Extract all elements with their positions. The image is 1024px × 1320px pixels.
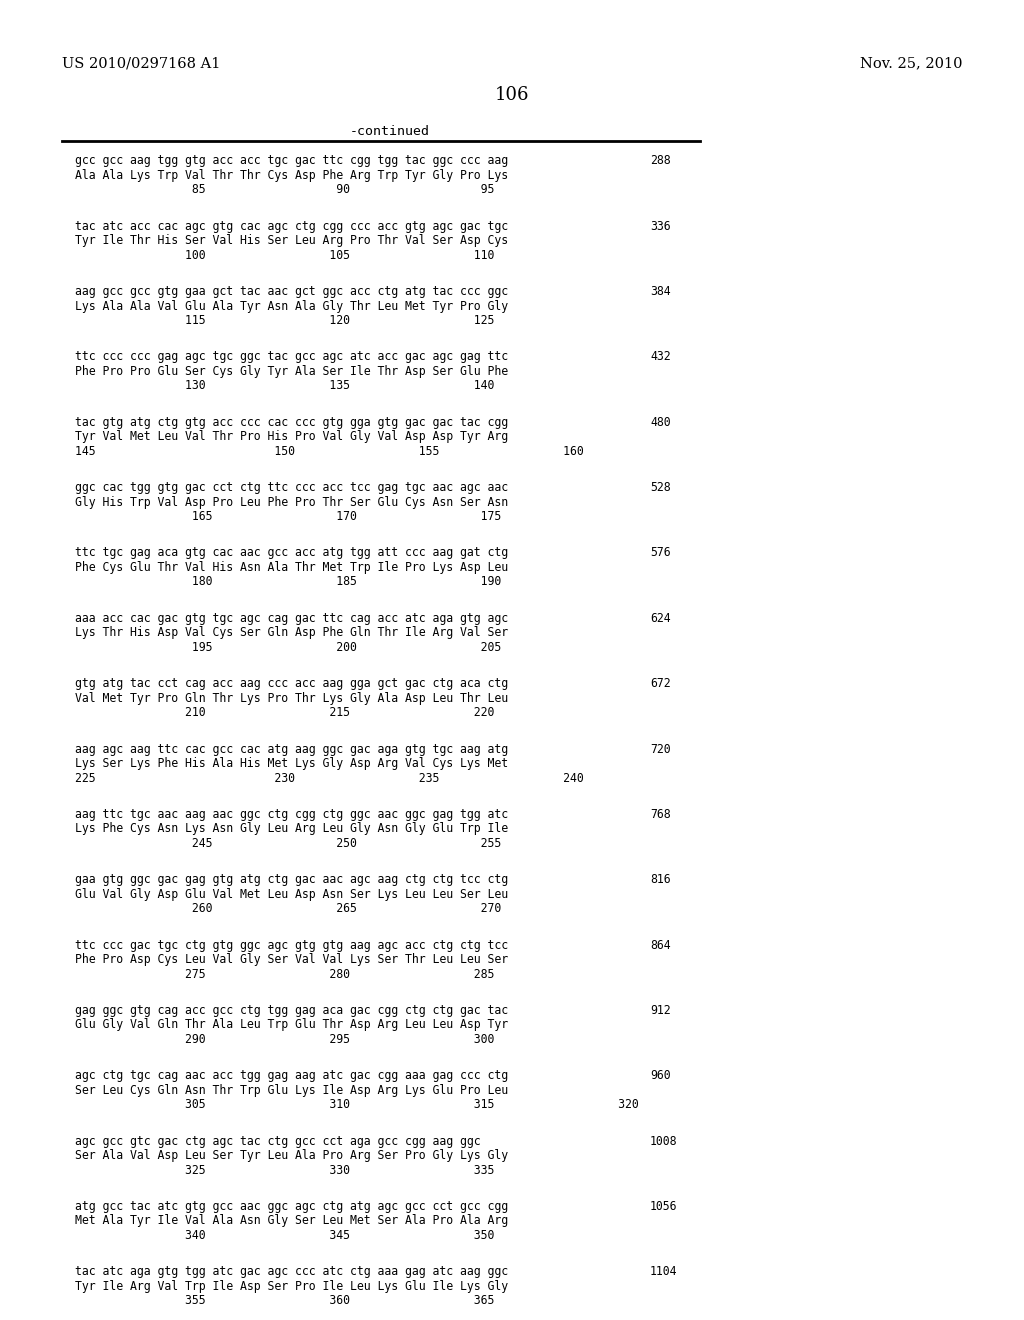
Text: 115                  120                  125: 115 120 125 bbox=[75, 314, 495, 327]
Text: Nov. 25, 2010: Nov. 25, 2010 bbox=[859, 57, 962, 71]
Text: agc ctg tgc cag aac acc tgg gag aag atc gac cgg aaa gag ccc ctg: agc ctg tgc cag aac acc tgg gag aag atc … bbox=[75, 1069, 508, 1082]
Text: Ser Leu Cys Gln Asn Thr Trp Glu Lys Ile Asp Arg Lys Glu Pro Leu: Ser Leu Cys Gln Asn Thr Trp Glu Lys Ile … bbox=[75, 1084, 508, 1097]
Text: 355                  360                  365: 355 360 365 bbox=[75, 1294, 495, 1307]
Text: 960: 960 bbox=[650, 1069, 671, 1082]
Text: aaa acc cac gac gtg tgc agc cag gac ttc cag acc atc aga gtg agc: aaa acc cac gac gtg tgc agc cag gac ttc … bbox=[75, 612, 508, 624]
Text: 1056: 1056 bbox=[650, 1200, 678, 1213]
Text: Tyr Ile Arg Val Trp Ile Asp Ser Pro Ile Leu Lys Glu Ile Lys Gly: Tyr Ile Arg Val Trp Ile Asp Ser Pro Ile … bbox=[75, 1279, 508, 1292]
Text: 130                  135                  140: 130 135 140 bbox=[75, 379, 495, 392]
Text: 195                  200                  205: 195 200 205 bbox=[75, 640, 502, 653]
Text: 912: 912 bbox=[650, 1005, 671, 1016]
Text: gtg atg tac cct cag acc aag ccc acc aag gga gct gac ctg aca ctg: gtg atg tac cct cag acc aag ccc acc aag … bbox=[75, 677, 508, 690]
Text: 672: 672 bbox=[650, 677, 671, 690]
Text: US 2010/0297168 A1: US 2010/0297168 A1 bbox=[62, 57, 220, 71]
Text: 275                  280                  285: 275 280 285 bbox=[75, 968, 495, 981]
Text: atg gcc tac atc gtg gcc aac ggc agc ctg atg agc gcc cct gcc cgg: atg gcc tac atc gtg gcc aac ggc agc ctg … bbox=[75, 1200, 508, 1213]
Text: agc gcc gtc gac ctg agc tac ctg gcc cct aga gcc cgg aag ggc: agc gcc gtc gac ctg agc tac ctg gcc cct … bbox=[75, 1135, 480, 1147]
Text: 100                  105                  110: 100 105 110 bbox=[75, 248, 495, 261]
Text: Ser Ala Val Asp Leu Ser Tyr Leu Ala Pro Arg Ser Pro Gly Lys Gly: Ser Ala Val Asp Leu Ser Tyr Leu Ala Pro … bbox=[75, 1148, 508, 1162]
Text: Lys Phe Cys Asn Lys Asn Gly Leu Arg Leu Gly Asn Gly Glu Trp Ile: Lys Phe Cys Asn Lys Asn Gly Leu Arg Leu … bbox=[75, 822, 508, 836]
Text: aag ttc tgc aac aag aac ggc ctg cgg ctg ggc aac ggc gag tgg atc: aag ttc tgc aac aag aac ggc ctg cgg ctg … bbox=[75, 808, 508, 821]
Text: Lys Thr His Asp Val Cys Ser Gln Asp Phe Gln Thr Ile Arg Val Ser: Lys Thr His Asp Val Cys Ser Gln Asp Phe … bbox=[75, 626, 508, 639]
Text: Lys Ser Lys Phe His Ala His Met Lys Gly Asp Arg Val Cys Lys Met: Lys Ser Lys Phe His Ala His Met Lys Gly … bbox=[75, 756, 508, 770]
Text: 1104: 1104 bbox=[650, 1265, 678, 1278]
Text: Phe Pro Asp Cys Leu Val Gly Ser Val Val Lys Ser Thr Leu Leu Ser: Phe Pro Asp Cys Leu Val Gly Ser Val Val … bbox=[75, 953, 508, 966]
Text: gaa gtg ggc gac gag gtg atg ctg gac aac agc aag ctg ctg tcc ctg: gaa gtg ggc gac gag gtg atg ctg gac aac … bbox=[75, 874, 508, 886]
Text: tac atc acc cac agc gtg cac agc ctg cgg ccc acc gtg agc gac tgc: tac atc acc cac agc gtg cac agc ctg cgg … bbox=[75, 219, 508, 232]
Text: 336: 336 bbox=[650, 219, 671, 232]
Text: Phe Pro Pro Glu Ser Cys Gly Tyr Ala Ser Ile Thr Asp Ser Glu Phe: Phe Pro Pro Glu Ser Cys Gly Tyr Ala Ser … bbox=[75, 364, 508, 378]
Text: 290                  295                  300: 290 295 300 bbox=[75, 1032, 495, 1045]
Text: 85                   90                   95: 85 90 95 bbox=[75, 183, 495, 197]
Text: 340                  345                  350: 340 345 350 bbox=[75, 1229, 495, 1242]
Text: 260                  265                  270: 260 265 270 bbox=[75, 902, 502, 915]
Text: 480: 480 bbox=[650, 416, 671, 429]
Text: ttc ccc ccc gag agc tgc ggc tac gcc agc atc acc gac agc gag ttc: ttc ccc ccc gag agc tgc ggc tac gcc agc … bbox=[75, 351, 508, 363]
Text: ttc tgc gag aca gtg cac aac gcc acc atg tgg att ccc aag gat ctg: ttc tgc gag aca gtg cac aac gcc acc atg … bbox=[75, 546, 508, 560]
Text: 288: 288 bbox=[650, 154, 671, 168]
Text: aag agc aag ttc cac gcc cac atg aag ggc gac aga gtg tgc aag atg: aag agc aag ttc cac gcc cac atg aag ggc … bbox=[75, 743, 508, 755]
Text: gag ggc gtg cag acc gcc ctg tgg gag aca gac cgg ctg ctg gac tac: gag ggc gtg cag acc gcc ctg tgg gag aca … bbox=[75, 1005, 508, 1016]
Text: ttc ccc gac tgc ctg gtg ggc agc gtg gtg aag agc acc ctg ctg tcc: ttc ccc gac tgc ctg gtg ggc agc gtg gtg … bbox=[75, 939, 508, 952]
Text: 305                  310                  315                  320: 305 310 315 320 bbox=[75, 1098, 639, 1111]
Text: 384: 384 bbox=[650, 285, 671, 298]
Text: Lys Ala Ala Val Glu Ala Tyr Asn Ala Gly Thr Leu Met Tyr Pro Gly: Lys Ala Ala Val Glu Ala Tyr Asn Ala Gly … bbox=[75, 300, 508, 313]
Text: Glu Val Gly Asp Glu Val Met Leu Asp Asn Ser Lys Leu Leu Ser Leu: Glu Val Gly Asp Glu Val Met Leu Asp Asn … bbox=[75, 887, 508, 900]
Text: Val Met Tyr Pro Gln Thr Lys Pro Thr Lys Gly Ala Asp Leu Thr Leu: Val Met Tyr Pro Gln Thr Lys Pro Thr Lys … bbox=[75, 692, 508, 705]
Text: 576: 576 bbox=[650, 546, 671, 560]
Text: aag gcc gcc gtg gaa gct tac aac gct ggc acc ctg atg tac ccc ggc: aag gcc gcc gtg gaa gct tac aac gct ggc … bbox=[75, 285, 508, 298]
Text: 768: 768 bbox=[650, 808, 671, 821]
Text: 816: 816 bbox=[650, 874, 671, 886]
Text: 1008: 1008 bbox=[650, 1135, 678, 1147]
Text: Gly His Trp Val Asp Pro Leu Phe Pro Thr Ser Glu Cys Asn Ser Asn: Gly His Trp Val Asp Pro Leu Phe Pro Thr … bbox=[75, 495, 508, 508]
Text: Tyr Ile Thr His Ser Val His Ser Leu Arg Pro Thr Val Ser Asp Cys: Tyr Ile Thr His Ser Val His Ser Leu Arg … bbox=[75, 234, 508, 247]
Text: 180                  185                  190: 180 185 190 bbox=[75, 576, 502, 589]
Text: 528: 528 bbox=[650, 482, 671, 494]
Text: Phe Cys Glu Thr Val His Asn Ala Thr Met Trp Ile Pro Lys Asp Leu: Phe Cys Glu Thr Val His Asn Ala Thr Met … bbox=[75, 561, 508, 574]
Text: gcc gcc aag tgg gtg acc acc tgc gac ttc cgg tgg tac ggc ccc aag: gcc gcc aag tgg gtg acc acc tgc gac ttc … bbox=[75, 154, 508, 168]
Text: 245                  250                  255: 245 250 255 bbox=[75, 837, 502, 850]
Text: Glu Gly Val Gln Thr Ala Leu Trp Glu Thr Asp Arg Leu Leu Asp Tyr: Glu Gly Val Gln Thr Ala Leu Trp Glu Thr … bbox=[75, 1018, 508, 1031]
Text: 210                  215                  220: 210 215 220 bbox=[75, 706, 495, 719]
Text: tac atc aga gtg tgg atc gac agc ccc atc ctg aaa gag atc aag ggc: tac atc aga gtg tgg atc gac agc ccc atc … bbox=[75, 1265, 508, 1278]
Text: ggc cac tgg gtg gac cct ctg ttc ccc acc tcc gag tgc aac agc aac: ggc cac tgg gtg gac cct ctg ttc ccc acc … bbox=[75, 482, 508, 494]
Text: 145                          150                  155                  160: 145 150 155 160 bbox=[75, 445, 584, 458]
Text: 624: 624 bbox=[650, 612, 671, 624]
Text: 165                  170                  175: 165 170 175 bbox=[75, 510, 502, 523]
Text: tac gtg atg ctg gtg acc ccc cac ccc gtg gga gtg gac gac tac cgg: tac gtg atg ctg gtg acc ccc cac ccc gtg … bbox=[75, 416, 508, 429]
Text: Ala Ala Lys Trp Val Thr Thr Cys Asp Phe Arg Trp Tyr Gly Pro Lys: Ala Ala Lys Trp Val Thr Thr Cys Asp Phe … bbox=[75, 169, 508, 182]
Text: 106: 106 bbox=[495, 86, 529, 104]
Text: 720: 720 bbox=[650, 743, 671, 755]
Text: 864: 864 bbox=[650, 939, 671, 952]
Text: 225                          230                  235                  240: 225 230 235 240 bbox=[75, 771, 584, 784]
Text: 325                  330                  335: 325 330 335 bbox=[75, 1163, 495, 1176]
Text: 432: 432 bbox=[650, 351, 671, 363]
Text: -continued: -continued bbox=[350, 125, 430, 139]
Text: Tyr Val Met Leu Val Thr Pro His Pro Val Gly Val Asp Asp Tyr Arg: Tyr Val Met Leu Val Thr Pro His Pro Val … bbox=[75, 430, 508, 444]
Text: Met Ala Tyr Ile Val Ala Asn Gly Ser Leu Met Ser Ala Pro Ala Arg: Met Ala Tyr Ile Val Ala Asn Gly Ser Leu … bbox=[75, 1214, 508, 1228]
